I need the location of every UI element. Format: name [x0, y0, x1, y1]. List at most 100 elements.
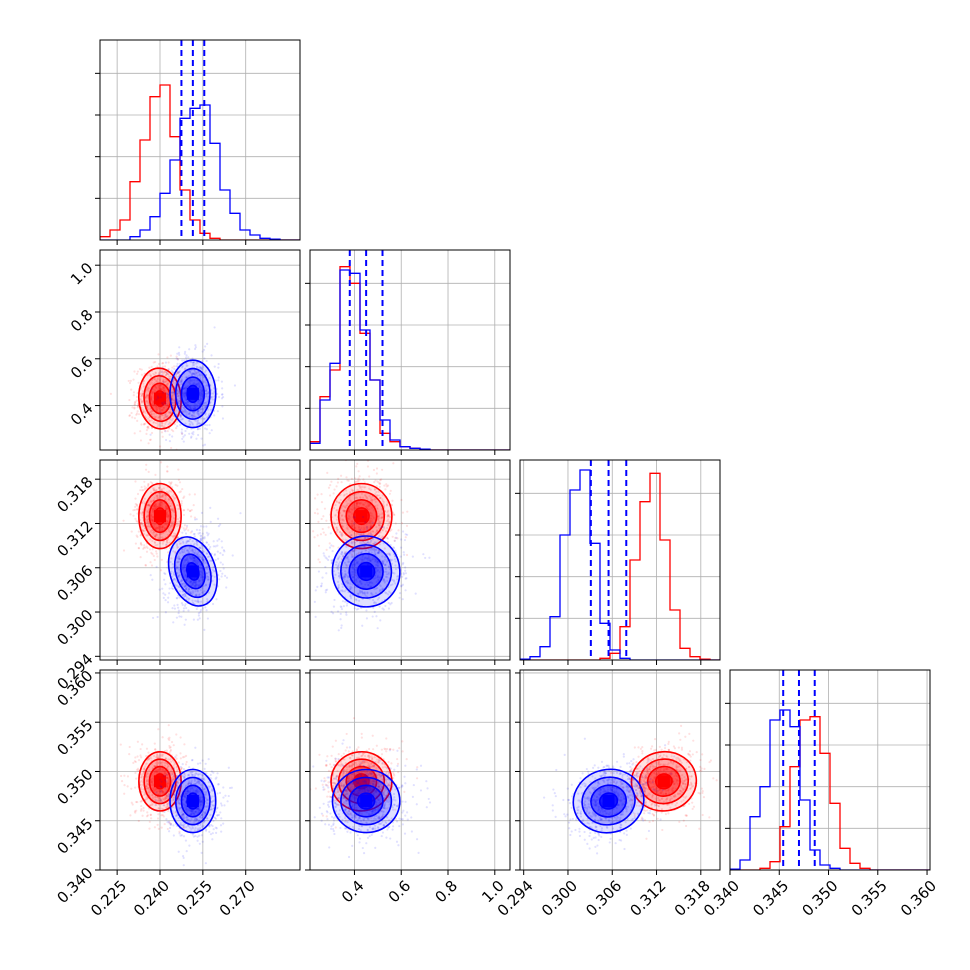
- scatter-point: [180, 379, 183, 382]
- scatter-point: [151, 404, 154, 407]
- scatter-point: [196, 428, 199, 431]
- scatter-point: [133, 432, 136, 435]
- scatter-point: [196, 589, 199, 592]
- scatter-point: [152, 554, 155, 558]
- scatter-point: [179, 757, 182, 760]
- scatter-point: [165, 544, 168, 547]
- scatter-point: [146, 503, 149, 507]
- scatter-point: [170, 392, 173, 395]
- scatter-point: [202, 550, 205, 553]
- scatter-point: [404, 572, 408, 575]
- scatter-point: [161, 425, 164, 428]
- scatter-point: [186, 549, 189, 552]
- scatter-point: [150, 396, 153, 399]
- scatter-point: [187, 419, 191, 422]
- scatter-point: [160, 504, 163, 507]
- scatter-point: [158, 502, 161, 505]
- scatter-point: [184, 389, 187, 392]
- scatter-point: [305, 572, 307, 574]
- scatter-point: [180, 602, 184, 605]
- scatter-point: [189, 369, 192, 372]
- scatter-point: [135, 372, 139, 375]
- scatter-point: [153, 415, 156, 418]
- scatter-point: [170, 419, 173, 422]
- scatter-point: [164, 380, 167, 383]
- scatter-point: [202, 403, 205, 406]
- scatter-point: [168, 433, 171, 436]
- scatter-point: [191, 357, 194, 360]
- scatter-point: [150, 419, 153, 422]
- scatter-point: [172, 380, 175, 384]
- scatter-point: [191, 414, 194, 417]
- scatter-point: [200, 390, 204, 393]
- scatter-point: [176, 362, 179, 365]
- scatter-point: [190, 592, 193, 595]
- scatter-point: [187, 413, 190, 416]
- scatter-point: [140, 523, 143, 526]
- scatter-point: [325, 572, 328, 575]
- scatter-point: [324, 565, 327, 569]
- scatter-point: [161, 365, 164, 368]
- scatter-point: [150, 426, 154, 430]
- scatter-point: [196, 412, 199, 415]
- scatter-point: [158, 529, 161, 532]
- scatter-point: [196, 361, 199, 364]
- scatter-point: [189, 424, 192, 427]
- scatter-point: [192, 557, 196, 560]
- scatter-point: [181, 409, 184, 412]
- scatter-point: [211, 398, 214, 401]
- scatter-point: [392, 546, 396, 550]
- scatter-point: [183, 408, 186, 411]
- scatter-point: [160, 529, 163, 532]
- scatter-point: [216, 517, 220, 520]
- scatter-point: [152, 421, 155, 424]
- scatter-point: [170, 490, 173, 493]
- scatter-point: [192, 618, 195, 621]
- scatter-point: [155, 527, 159, 530]
- scatter-point: [328, 542, 331, 545]
- scatter-point: [205, 392, 208, 395]
- scatter-point: [184, 391, 187, 394]
- scatter-point: [176, 504, 179, 507]
- scatter-point: [339, 474, 343, 477]
- scatter-point: [151, 515, 154, 518]
- scatter-point: [158, 416, 161, 419]
- scatter-point: [194, 419, 197, 422]
- scatter-point: [171, 494, 174, 498]
- scatter-point: [211, 395, 214, 398]
- scatter-point: [202, 417, 205, 421]
- scatter-point: [372, 468, 376, 472]
- scatter-point: [182, 387, 185, 391]
- scatter-point: [175, 357, 178, 360]
- scatter-point: [199, 408, 202, 411]
- scatter-point: [204, 402, 207, 405]
- scatter-point: [168, 541, 171, 544]
- scatter-point: [187, 370, 190, 373]
- scatter-point: [177, 606, 180, 609]
- scatter-point: [139, 521, 143, 525]
- scatter-point: [145, 432, 148, 436]
- scatter-point: [200, 511, 204, 514]
- scatter-point: [148, 372, 151, 375]
- scatter-point: [180, 380, 183, 383]
- scatter-point: [167, 361, 170, 364]
- scatter-point: [158, 416, 161, 419]
- scatter-point: [170, 740, 174, 744]
- scatter-point: [196, 411, 199, 414]
- scatter-point: [200, 397, 203, 400]
- scatter-point: [172, 404, 175, 407]
- scatter-point: [217, 362, 220, 366]
- scatter-point: [158, 588, 161, 591]
- scatter-point: [171, 417, 174, 420]
- scatter-point: [199, 393, 202, 396]
- scatter-point: [329, 494, 332, 497]
- scatter-point: [204, 423, 207, 427]
- scatter-point: [195, 593, 198, 596]
- scatter-point: [200, 417, 203, 420]
- scatter-point: [198, 427, 201, 430]
- scatter-point: [196, 420, 199, 423]
- scatter-point: [142, 410, 146, 413]
- scatter-point: [186, 364, 189, 367]
- scatter-point: [181, 393, 185, 397]
- hist-panel-1: [310, 250, 510, 450]
